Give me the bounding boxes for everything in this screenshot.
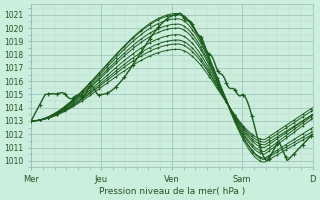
X-axis label: Pression niveau de la mer( hPa ): Pression niveau de la mer( hPa ) [99,187,245,196]
